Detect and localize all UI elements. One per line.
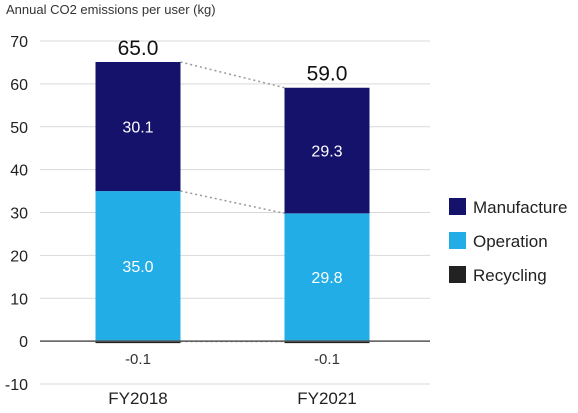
data-label-operation: 35.0 — [122, 259, 153, 276]
data-label-total: 59.0 — [307, 63, 348, 86]
bar-manufacture — [95, 62, 181, 192]
data-labels: 30.1 35.0 -0.1 65.0 29.3 29.8 -0.1 59.0 — [118, 37, 348, 368]
legend-label: Operation — [473, 232, 548, 251]
bars — [95, 62, 370, 344]
connector-line — [180, 190, 285, 215]
data-label-total: 65.0 — [118, 37, 159, 60]
connector-lines — [180, 61, 285, 343]
data-label-operation: 29.8 — [311, 270, 342, 287]
legend-label: Recycling — [473, 266, 547, 285]
y-tick-label: 0 — [19, 334, 28, 351]
y-axis-label: Annual CO2 emissions per user (kg) — [6, 2, 216, 17]
bar-recycling — [95, 341, 181, 344]
legend-label: Manufacture — [473, 198, 568, 217]
y-tick-label: 20 — [10, 248, 28, 265]
x-axis-ticks: FY2018 FY2021 — [108, 389, 357, 408]
bar-recycling — [284, 341, 370, 344]
bar-manufacture — [284, 87, 370, 214]
y-tick-label: 50 — [10, 120, 28, 137]
x-tick-label: FY2021 — [297, 389, 357, 408]
y-tick-label: 60 — [10, 77, 28, 94]
y-tick-label: -10 — [5, 377, 28, 394]
data-label-manufacture: 30.1 — [122, 120, 153, 137]
data-label-recycling: -0.1 — [125, 351, 151, 368]
legend-swatch — [449, 266, 466, 283]
bar-operation — [284, 213, 370, 342]
data-label-manufacture: 29.3 — [311, 144, 342, 161]
y-tick-label: 30 — [10, 206, 28, 223]
y-tick-label: 10 — [10, 291, 28, 308]
bar-operation — [95, 191, 181, 342]
x-tick-label: FY2018 — [108, 389, 168, 408]
legend-swatch — [449, 198, 466, 215]
y-tick-label: 40 — [10, 163, 28, 180]
data-label-recycling: -0.1 — [314, 351, 340, 368]
y-axis-ticks: -10 0 10 20 30 40 50 60 70 — [5, 34, 28, 394]
y-tick-label: 70 — [10, 34, 28, 51]
legend-swatch — [449, 232, 466, 249]
legend: Manufacture Operation Recycling — [449, 198, 568, 285]
